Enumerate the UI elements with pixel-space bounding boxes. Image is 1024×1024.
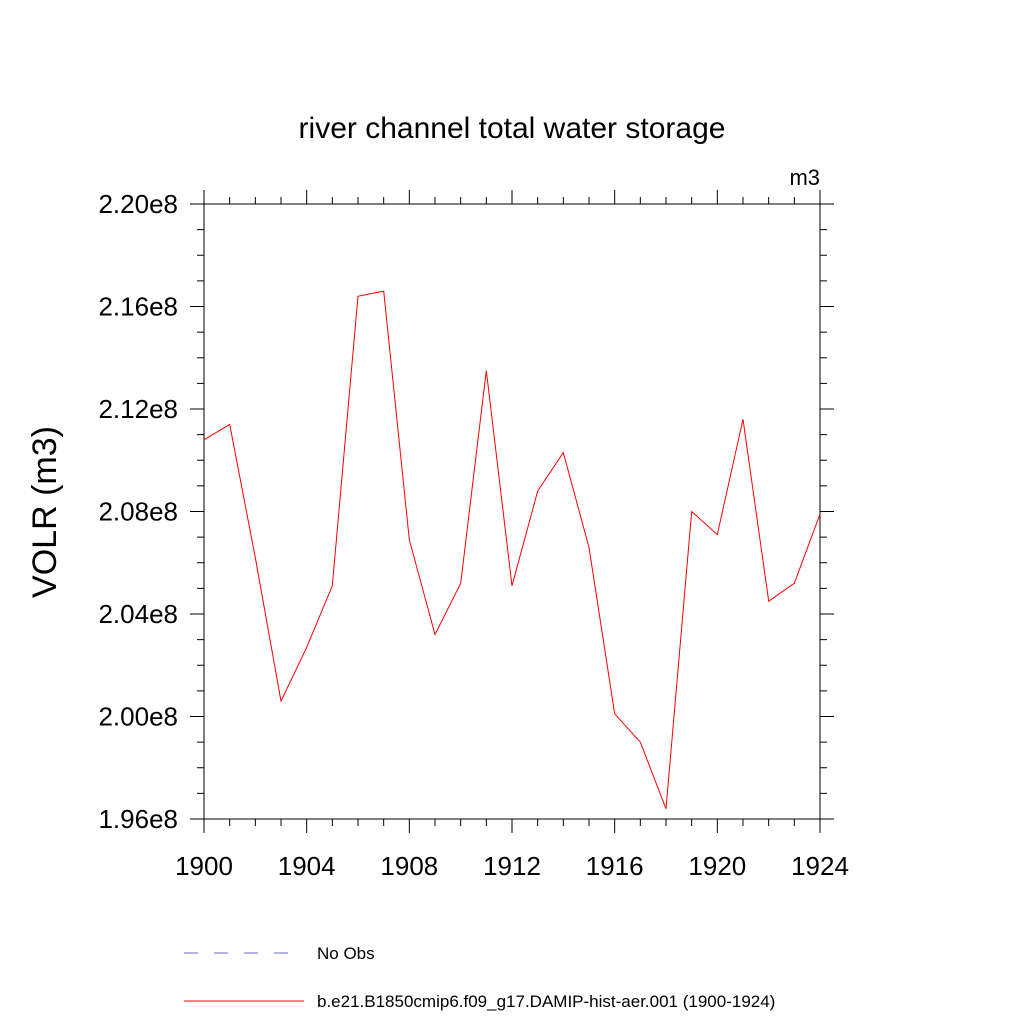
y-tick-label: 2.00e8 <box>98 702 178 732</box>
data-point <box>689 509 694 514</box>
data-point <box>356 294 361 299</box>
y-axis-label: VOLR (m3) <box>26 426 64 598</box>
data-point <box>381 289 386 294</box>
legend-label: b.e21.B1850cmip6.f09_g17.DAMIP-hist-aer.… <box>317 992 775 1011</box>
data-point <box>818 512 823 517</box>
x-tick-label: 1912 <box>483 851 541 881</box>
data-point <box>227 422 232 427</box>
data-point <box>279 699 284 704</box>
data-point <box>587 545 592 550</box>
data-point <box>510 583 515 588</box>
y-tick-label: 1.96e8 <box>98 804 178 834</box>
legend-label: No Obs <box>317 944 375 963</box>
units-label: m3 <box>789 165 820 190</box>
series-line <box>203 290 821 809</box>
y-tick-label: 2.20e8 <box>98 189 178 219</box>
data-point <box>612 711 617 716</box>
x-tick-label: 1900 <box>175 851 233 881</box>
data-point <box>792 581 797 586</box>
x-tick-label: 1908 <box>380 851 438 881</box>
x-tick-label: 1924 <box>791 851 849 881</box>
y-tick-label: 2.08e8 <box>98 497 178 527</box>
data-point <box>638 740 643 745</box>
x-tick-label: 1920 <box>688 851 746 881</box>
data-point <box>458 581 463 586</box>
data-point <box>330 583 335 588</box>
x-tick-label: 1916 <box>586 851 644 881</box>
legend: No Obs b.e21.B1850cmip6.f09_g17.DAMIP-his… <box>184 944 775 1011</box>
data-point <box>202 437 207 442</box>
data-point <box>304 645 309 650</box>
y-tick-label: 2.12e8 <box>98 394 178 424</box>
data-point <box>741 417 746 422</box>
data-point <box>561 450 566 455</box>
data-point <box>407 537 412 542</box>
data-point <box>766 599 771 604</box>
data-point <box>253 555 258 560</box>
series-layer <box>202 289 823 811</box>
chart-title: river channel total water storage <box>299 112 726 145</box>
data-point <box>433 632 438 637</box>
plot-frame <box>203 203 821 820</box>
axes: 1900 1904 1908 1912 1916 1920 1924 1.96e8 2.00e8… <box>98 189 848 881</box>
data-point <box>664 806 669 811</box>
data-point <box>484 368 489 373</box>
y-tick-label: 2.16e8 <box>98 292 178 322</box>
data-point <box>715 532 720 537</box>
x-tick-label: 1904 <box>278 851 336 881</box>
y-tick-label: 2.04e8 <box>98 599 178 629</box>
data-point <box>535 489 540 494</box>
